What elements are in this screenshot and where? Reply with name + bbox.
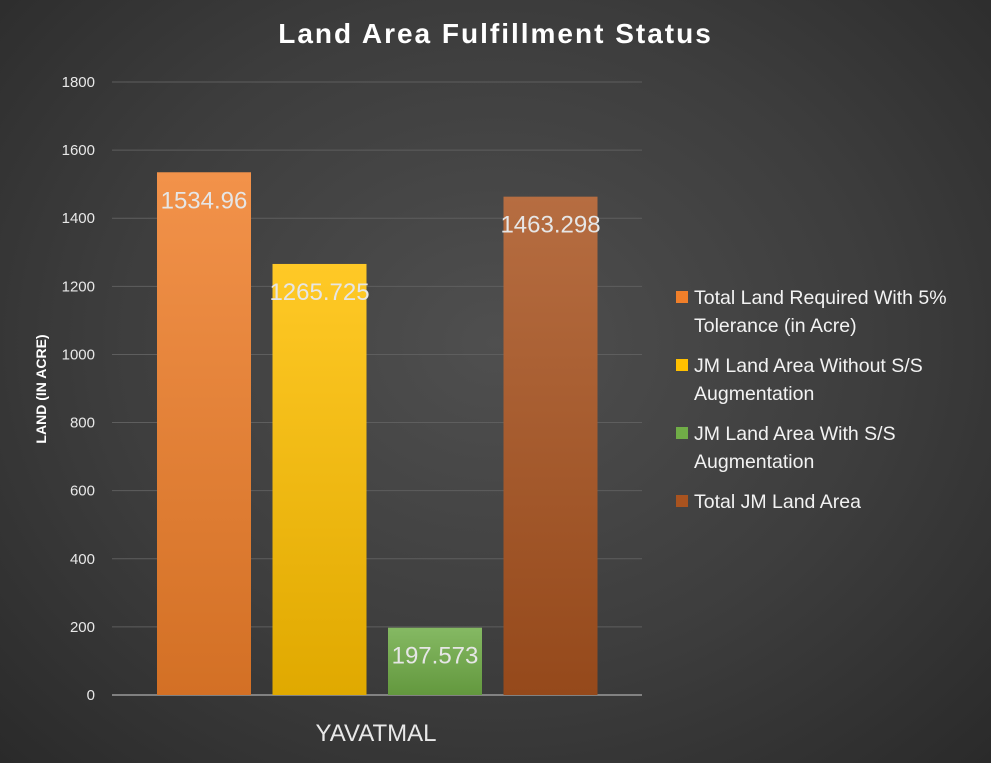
data-label: 1265.725 bbox=[269, 279, 369, 306]
y-tick-label: 800 bbox=[70, 415, 95, 432]
data-label: 1463.298 bbox=[500, 212, 600, 239]
legend-label: Total Land Required With 5% Tolerance (i… bbox=[694, 287, 947, 337]
legend-swatch bbox=[676, 291, 688, 303]
legend-label: Total JM Land Area bbox=[694, 491, 861, 513]
y-tick-label: 1400 bbox=[62, 210, 95, 227]
y-tick-label: 1200 bbox=[62, 278, 95, 295]
legend-item: Total JM Land Area bbox=[676, 488, 986, 516]
legend: Total Land Required With 5% Tolerance (i… bbox=[676, 284, 986, 528]
y-tick-label: 0 bbox=[87, 687, 95, 704]
y-tick-label: 1600 bbox=[62, 142, 95, 159]
bar bbox=[157, 172, 251, 695]
legend-swatch bbox=[676, 427, 688, 439]
y-tick-label: 200 bbox=[70, 619, 95, 636]
y-tick-label: 1800 bbox=[62, 74, 95, 91]
legend-swatch bbox=[676, 495, 688, 507]
legend-item: Total Land Required With 5% Tolerance (i… bbox=[676, 284, 986, 340]
x-tick-label: YAVATMAL bbox=[316, 720, 437, 747]
legend-label: JM Land Area Without S/S Augmentation bbox=[694, 355, 923, 405]
data-label: 197.573 bbox=[392, 643, 479, 670]
y-tick-label: 600 bbox=[70, 483, 95, 500]
bar bbox=[388, 627, 482, 695]
y-axis-title: LAND (IN ACRE) bbox=[33, 334, 49, 443]
legend-label: JM Land Area With S/S Augmentation bbox=[694, 423, 896, 473]
y-tick-label: 1000 bbox=[62, 346, 95, 363]
legend-swatch bbox=[676, 359, 688, 371]
chart-title: Land Area Fulfillment Status bbox=[278, 18, 713, 49]
data-label: 1534.96 bbox=[161, 187, 248, 214]
y-tick-label: 400 bbox=[70, 551, 95, 568]
legend-item: JM Land Area Without S/S Augmentation bbox=[676, 352, 986, 408]
legend-item: JM Land Area With S/S Augmentation bbox=[676, 420, 986, 476]
bar bbox=[272, 263, 367, 695]
bar bbox=[503, 196, 598, 695]
